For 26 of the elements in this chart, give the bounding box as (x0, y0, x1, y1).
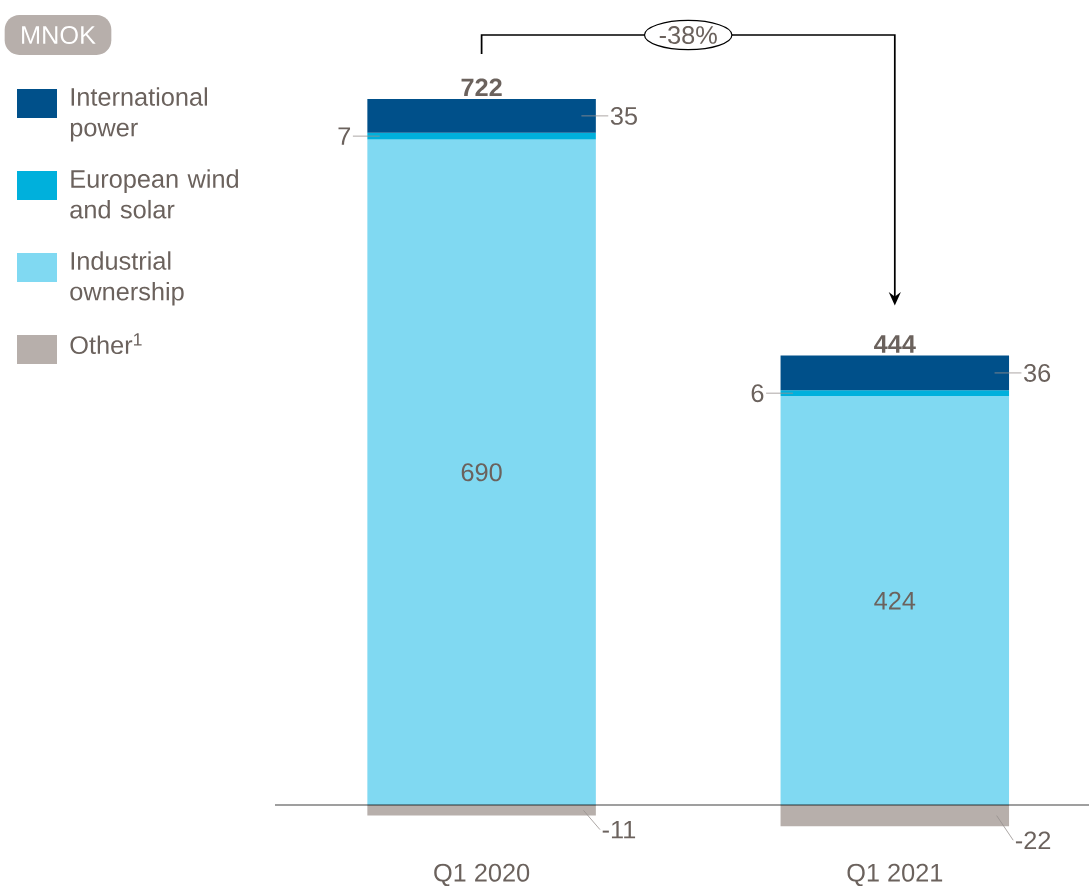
legend-label: European wind and solar (70, 169, 238, 219)
text: -38% (659, 26, 717, 44)
total-label: 444 (874, 335, 916, 353)
legend-label: Industrial ownership (70, 251, 184, 306)
bar (780, 355, 1010, 391)
legend-label: Other$^{1}$ (70, 333, 142, 355)
x-tick-label: Q1 2020 (434, 863, 530, 886)
x-tick-label: Q1 2021 (847, 863, 943, 886)
legend-label: International power (70, 87, 207, 142)
data-label: 6 (751, 384, 764, 403)
data-label: -11 (602, 820, 636, 839)
bar (780, 396, 1010, 806)
data-label: 424 (874, 591, 916, 610)
bar (367, 139, 596, 806)
data-label: 36 (1024, 363, 1051, 382)
bar (780, 390, 1010, 397)
data-label: 35 (610, 106, 637, 125)
bar (367, 99, 596, 133)
text: MNOK (22, 26, 96, 44)
bar (367, 805, 596, 816)
bar (780, 805, 1010, 827)
data-label: 7 (338, 127, 351, 145)
data-label: 690 (461, 463, 502, 482)
data-label: -22 (1015, 831, 1051, 850)
bar (367, 132, 596, 140)
total-label: 722 (461, 78, 502, 97)
